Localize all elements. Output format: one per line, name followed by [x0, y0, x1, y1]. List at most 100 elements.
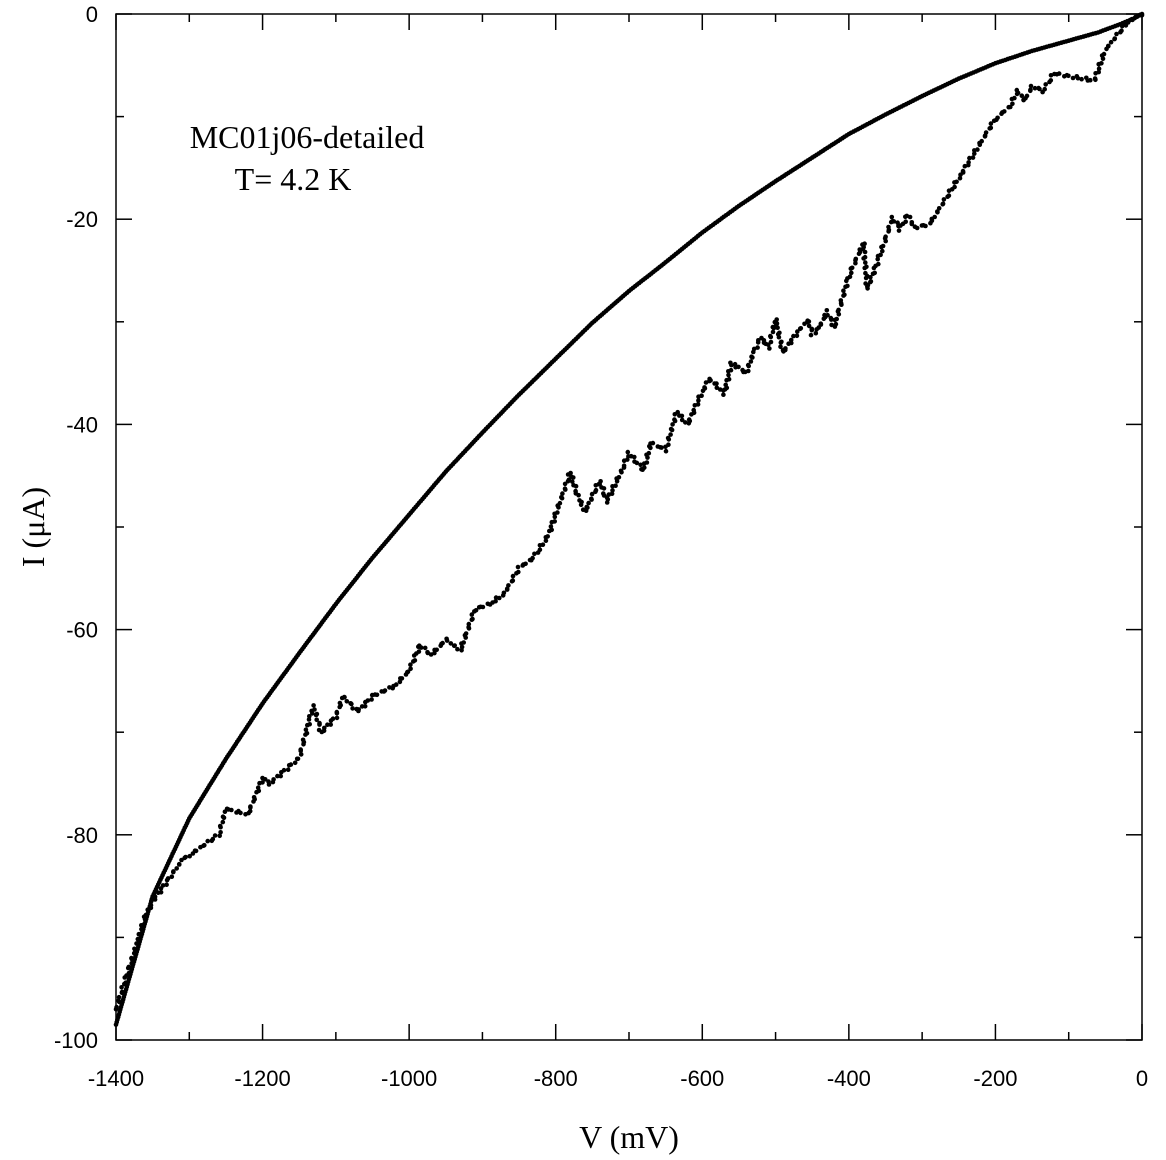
data-point-series-2	[1040, 89, 1045, 95]
data-point-series-2	[535, 550, 541, 555]
x-tick-label: -800	[534, 1066, 578, 1091]
data-point-series-2	[777, 330, 782, 336]
data-point-series-2	[164, 877, 170, 883]
data-point-series-2	[962, 163, 968, 169]
data-point-series-2	[589, 497, 594, 502]
data-point-series-2	[619, 470, 624, 475]
data-point-series-2	[122, 981, 127, 987]
data-point-series-2	[714, 385, 720, 391]
data-point-series-2	[999, 111, 1004, 116]
data-point-series-2	[286, 763, 292, 768]
data-point-series-2	[1079, 76, 1084, 82]
data-point-series-2	[565, 472, 571, 477]
data-point-series-2	[729, 362, 734, 368]
data-point-series-2	[828, 315, 834, 321]
data-point-series-2	[669, 427, 675, 433]
data-point-series-2	[814, 327, 819, 332]
data-point-series-2	[285, 767, 291, 772]
data-point-series-2	[1028, 83, 1034, 89]
data-point-series-2	[520, 563, 525, 568]
data-point-series-2	[369, 692, 375, 698]
data-point-series-2	[841, 288, 846, 294]
data-point-series-2	[767, 346, 772, 351]
data-point-series-2	[187, 853, 192, 859]
data-point-series-2	[1036, 85, 1041, 91]
data-point-series-2	[221, 815, 227, 821]
data-point-series-2	[212, 833, 218, 838]
data-point-series-2	[880, 248, 885, 254]
data-point-series-2	[298, 752, 304, 757]
data-point-series-2	[134, 941, 139, 946]
data-point-series-2	[712, 381, 717, 386]
data-point-series-2	[476, 605, 482, 610]
y-tick-label: -60	[66, 618, 98, 643]
data-point-series-2	[469, 617, 475, 622]
data-point-series-2	[886, 229, 891, 234]
annotation-temperature: T= 4.2 K	[235, 161, 352, 197]
data-point-series-2	[967, 155, 972, 161]
data-point-series-2	[580, 507, 586, 512]
data-point-series-2	[791, 333, 796, 339]
data-point-series-2	[946, 188, 952, 193]
data-point-series-2	[1009, 96, 1015, 102]
tick-labels: -1400 -1200 -1000 -800 -600 -400 -200 0 0 -20 -40 -…	[54, 2, 1148, 1091]
data-point-series-2	[408, 662, 413, 667]
data-point-series-2	[444, 636, 449, 642]
data-point-series-2	[177, 862, 182, 867]
data-point-series-2	[726, 369, 731, 374]
data-point-series-2	[863, 281, 868, 286]
data-point-series-2	[316, 727, 322, 733]
data-point-series-2	[448, 641, 454, 646]
data-point-series-2	[1096, 61, 1101, 67]
data-point-series-2	[1100, 56, 1106, 61]
data-point-series-2	[113, 1006, 119, 1012]
data-point-series-2	[868, 279, 873, 285]
data-point-series-2	[527, 557, 533, 563]
data-point-series-2	[275, 773, 280, 779]
data-point-series-2	[808, 332, 814, 338]
data-point-series-2	[119, 985, 124, 990]
data-point-series-2	[278, 773, 284, 779]
data-point-series-2	[748, 359, 754, 364]
data-point-series-2	[354, 706, 359, 712]
data-point-series-2	[509, 579, 515, 584]
data-point-series-2	[1014, 87, 1020, 93]
data-point-series-2	[301, 742, 306, 747]
data-point-series-2	[875, 256, 880, 262]
data-point-series-2	[565, 478, 571, 484]
data-point-series-2	[941, 197, 947, 202]
data-point-series-2	[746, 363, 751, 369]
data-point-series-2	[1096, 66, 1102, 71]
data-point-series-2	[862, 254, 868, 260]
data-point-series-2	[145, 907, 150, 912]
data-point-series-2	[1108, 39, 1114, 45]
data-point-series-2	[543, 535, 549, 540]
data-point-series-2	[1114, 31, 1119, 37]
data-point-series-2	[469, 612, 475, 617]
data-point-series-2	[755, 340, 761, 345]
data-point-series-2	[940, 202, 945, 207]
data-point-series-2	[648, 445, 653, 451]
data-point-series-2	[683, 420, 688, 425]
data-point-series-2	[813, 330, 819, 336]
x-tick-label: -200	[973, 1066, 1017, 1091]
y-tick-label: -20	[66, 207, 98, 232]
data-point-series-2	[912, 224, 918, 229]
data-point-series-2	[1070, 75, 1076, 81]
data-point-series-2	[821, 316, 827, 322]
data-point-series-2	[863, 260, 868, 265]
data-point-series-2	[556, 505, 561, 510]
data-point-series-2	[325, 722, 330, 727]
data-point-series-2	[570, 479, 575, 484]
data-point-series-2	[700, 388, 706, 394]
data-point-series-2	[179, 857, 184, 863]
data-point-series-2	[1133, 14, 1138, 20]
data-point-series-2	[1048, 73, 1054, 78]
data-point-series-2	[279, 770, 284, 775]
data-point-series-2	[504, 587, 510, 592]
y-axis-title: I (μA)	[15, 487, 51, 567]
data-point-series-2	[795, 329, 800, 334]
data-point-series-2	[593, 489, 598, 495]
data-point-series-2	[759, 335, 764, 341]
data-point-series-2	[119, 990, 125, 996]
